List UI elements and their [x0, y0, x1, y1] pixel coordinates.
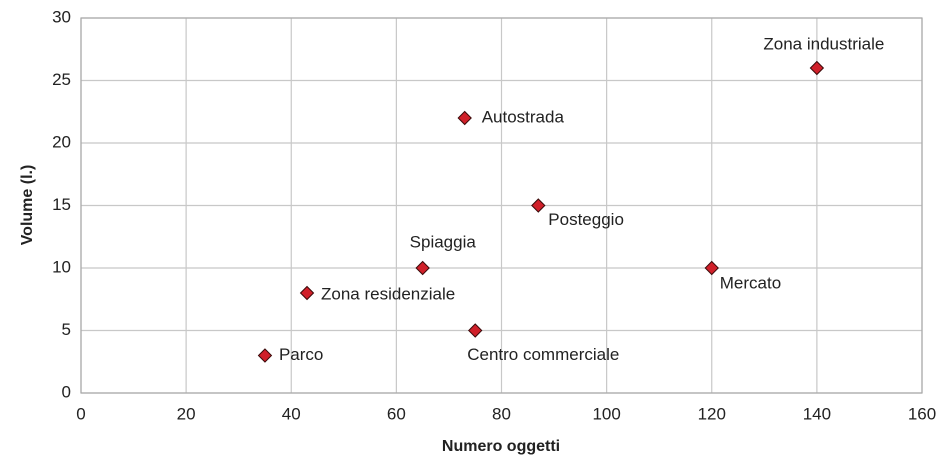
- y-tick-label: 0: [62, 382, 71, 401]
- point: [809, 60, 825, 76]
- y-tick-label: 10: [52, 257, 71, 276]
- x-tick-label: 120: [698, 404, 726, 423]
- y-tick-label: 20: [52, 132, 71, 151]
- x-tick-label: 20: [177, 404, 196, 423]
- y-axis-title: Volume (l.): [19, 165, 36, 246]
- y-tick-label: 5: [62, 320, 71, 339]
- point-label: Zona residenziale: [321, 284, 455, 303]
- point-label: Spiaggia: [410, 232, 477, 251]
- point-label: Autostrada: [482, 107, 565, 126]
- point: [457, 110, 472, 126]
- point: [257, 348, 273, 363]
- y-tick-label: 15: [52, 195, 71, 214]
- x-axis-title: Numero oggetti: [442, 438, 560, 455]
- point-label: Posteggio: [548, 210, 624, 229]
- x-tick-label: 40: [282, 404, 301, 423]
- x-tick-label: 160: [908, 404, 936, 423]
- point: [531, 198, 546, 213]
- point: [468, 323, 483, 338]
- point-label: Zona industriale: [763, 34, 884, 53]
- point-label: Centro commerciale: [467, 345, 619, 364]
- y-tick-label: 25: [52, 70, 71, 89]
- point: [415, 260, 430, 276]
- x-tick-label: 60: [387, 404, 406, 423]
- point-label: Parco: [279, 345, 323, 364]
- x-tick-label: 80: [492, 404, 511, 423]
- x-tick-label: 140: [803, 404, 831, 423]
- x-tick-label: 0: [76, 404, 85, 423]
- point-label: Mercato: [720, 273, 781, 292]
- point: [704, 260, 719, 276]
- y-tick-label: 30: [52, 7, 71, 26]
- point: [299, 285, 315, 301]
- plot-frame: [80, 17, 923, 394]
- x-tick-label: 100: [592, 404, 620, 423]
